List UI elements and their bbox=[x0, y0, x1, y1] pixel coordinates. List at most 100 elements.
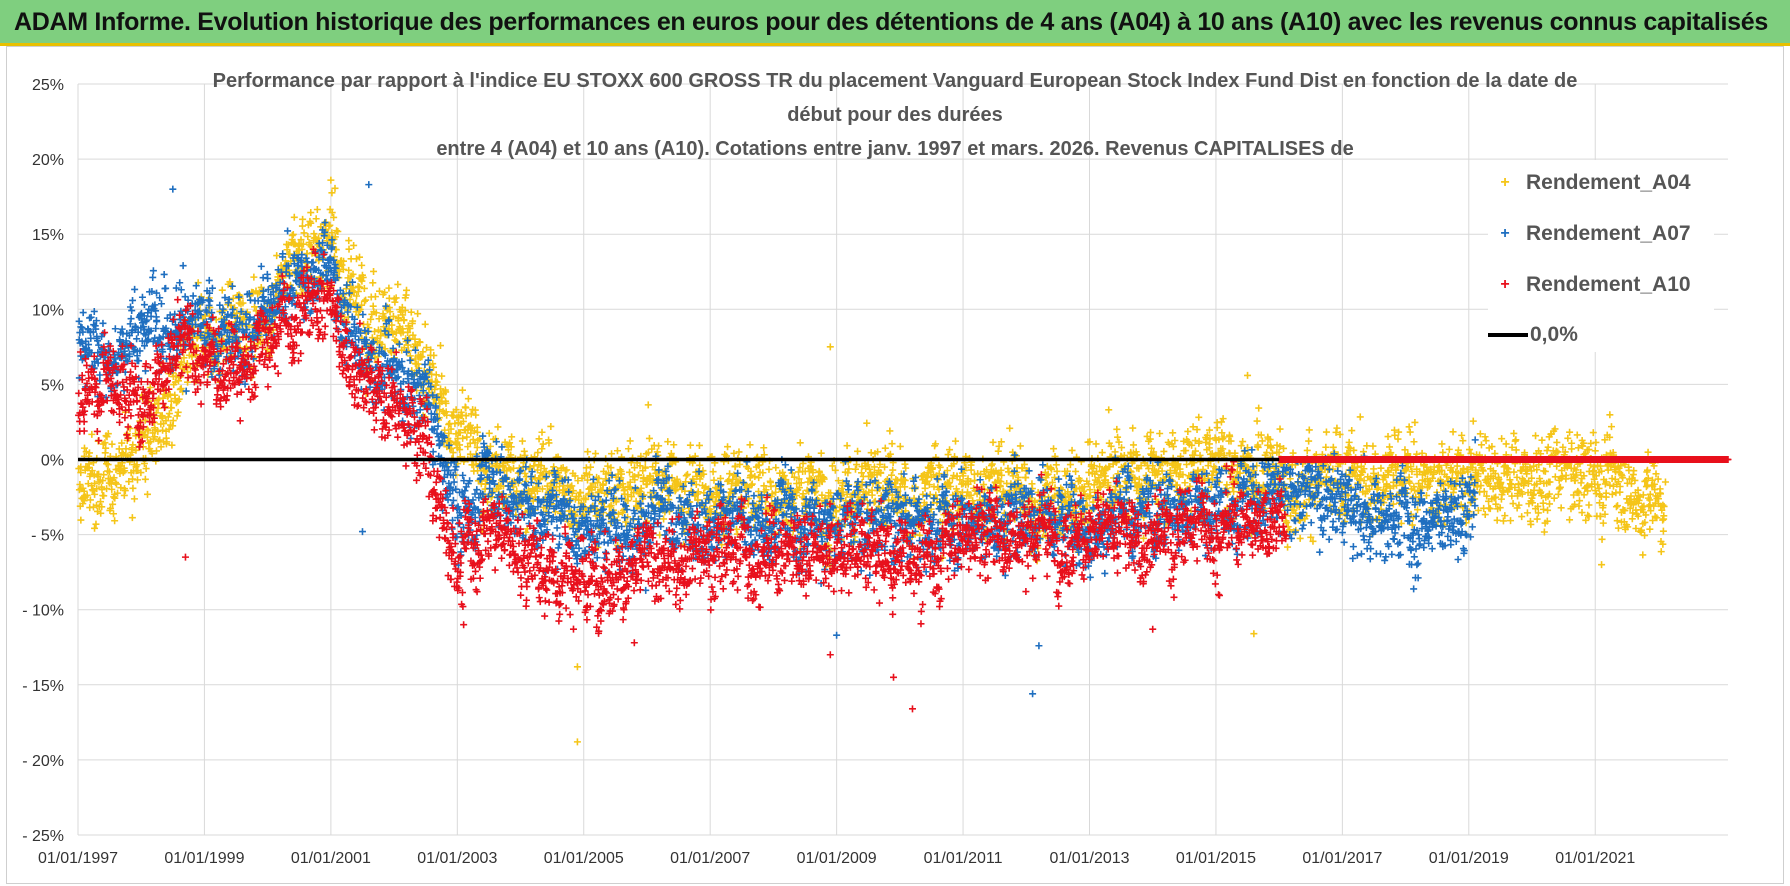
point-rendement_a04 bbox=[108, 485, 116, 493]
point-rendement_a04 bbox=[165, 410, 173, 418]
point-rendement_a04 bbox=[1213, 424, 1221, 432]
point-rendement_a04 bbox=[423, 344, 431, 352]
point-rendement_a04 bbox=[1098, 449, 1106, 457]
point-rendement_a07 bbox=[128, 307, 136, 315]
point-rendement_a04 bbox=[1523, 509, 1531, 517]
point-rendement_a04 bbox=[118, 449, 126, 457]
point-rendement_a07 bbox=[284, 227, 292, 235]
point-rendement_a04 bbox=[1532, 432, 1540, 440]
point-rendement_a04 bbox=[89, 487, 97, 495]
point-rendement_a04 bbox=[1129, 424, 1137, 432]
point-rendement_a04 bbox=[299, 215, 307, 223]
point-rendement_a04 bbox=[1493, 516, 1501, 524]
point-rendement_a04 bbox=[845, 465, 853, 473]
point-rendement_a04 bbox=[545, 436, 553, 444]
point-rendement_a04 bbox=[1614, 524, 1622, 532]
point-rendement_a04 bbox=[218, 286, 226, 294]
point-rendement_a04 bbox=[1630, 467, 1638, 475]
point-rendement_a04 bbox=[100, 471, 108, 479]
point-rendement_a04 bbox=[536, 476, 544, 484]
point-rendement_a04 bbox=[456, 446, 464, 454]
point-rendement_a04 bbox=[592, 450, 600, 458]
point-rendement_a04 bbox=[436, 406, 444, 414]
point-rendement_a04 bbox=[1363, 442, 1371, 450]
point-rendement_a04 bbox=[154, 427, 162, 435]
point-rendement_a04 bbox=[582, 469, 590, 477]
point-rendement_a04 bbox=[751, 473, 759, 481]
point-rendement_a04 bbox=[576, 488, 584, 496]
point-rendement_a04 bbox=[1303, 446, 1311, 454]
point-rendement_a04 bbox=[1345, 438, 1353, 446]
point-rendement_a04 bbox=[1614, 502, 1622, 510]
point-rendement_a04 bbox=[100, 492, 108, 500]
point-rendement_a04 bbox=[111, 517, 119, 525]
point-rendement_a04 bbox=[1486, 505, 1494, 513]
point-rendement_a04 bbox=[1369, 442, 1377, 450]
point-rendement_a04 bbox=[91, 480, 99, 488]
point-rendement_a04 bbox=[686, 441, 694, 449]
point-rendement_a04 bbox=[1386, 443, 1394, 451]
point-rendement_a04 bbox=[288, 231, 296, 239]
point-rendement_a04 bbox=[575, 492, 583, 500]
point-rendement_a04 bbox=[584, 448, 592, 456]
point-rendement_a04 bbox=[499, 463, 507, 471]
point-rendement_a04 bbox=[624, 445, 632, 453]
point-rendement_a04 bbox=[464, 395, 472, 403]
point-rendement_a04 bbox=[325, 222, 333, 230]
point-rendement_a04 bbox=[358, 261, 366, 269]
point-rendement_a04 bbox=[692, 481, 700, 489]
point-rendement_a04 bbox=[1646, 525, 1654, 533]
point-rendement_a07 bbox=[131, 285, 139, 293]
point-rendement_a04 bbox=[964, 488, 972, 496]
point-rendement_a04 bbox=[1016, 442, 1024, 450]
point-rendement_a04 bbox=[164, 413, 172, 421]
point-rendement_a04 bbox=[406, 324, 414, 332]
point-rendement_a04 bbox=[1553, 462, 1561, 470]
point-rendement_a04 bbox=[165, 425, 173, 433]
point-rendement_a04 bbox=[151, 433, 159, 441]
point-rendement_a07 bbox=[171, 310, 179, 318]
point-rendement_a04 bbox=[1239, 438, 1247, 446]
point-rendement_a04 bbox=[104, 461, 112, 469]
point-rendement_a07 bbox=[138, 293, 146, 301]
point-rendement_a04 bbox=[665, 496, 673, 504]
point-rendement_a04 bbox=[988, 460, 996, 468]
point-rendement_a04 bbox=[624, 491, 632, 499]
point-rendement_a04 bbox=[1518, 513, 1526, 521]
point-rendement_a04 bbox=[369, 279, 377, 287]
point-rendement_a04 bbox=[312, 215, 320, 223]
point-rendement_a04 bbox=[607, 464, 615, 472]
point-rendement_a04 bbox=[946, 446, 954, 454]
point-rendement_a04 bbox=[350, 241, 358, 249]
point-rendement_a04 bbox=[615, 510, 623, 518]
point-rendement_a04 bbox=[76, 480, 84, 488]
point-rendement_a04 bbox=[551, 508, 559, 516]
point-rendement_a04 bbox=[168, 441, 176, 449]
point-rendement_a04 bbox=[394, 280, 402, 288]
point-rendement_a04 bbox=[533, 487, 541, 495]
point-rendement_a04 bbox=[1543, 447, 1551, 455]
point-rendement_a04 bbox=[129, 484, 137, 492]
point-rendement_a04 bbox=[156, 436, 164, 444]
point-rendement_a07 bbox=[75, 317, 83, 325]
point-rendement_a04 bbox=[867, 449, 875, 457]
point-rendement_a04 bbox=[148, 450, 156, 458]
point-rendement_a04 bbox=[636, 488, 644, 496]
point-rendement_a04 bbox=[1438, 440, 1446, 448]
point-rendement_a04 bbox=[747, 471, 755, 479]
point-rendement_a04 bbox=[541, 474, 549, 482]
point-rendement_a04 bbox=[626, 468, 634, 476]
point-rendement_a07 bbox=[189, 292, 197, 300]
point-rendement_a04 bbox=[696, 461, 704, 469]
point-rendement_a04 bbox=[765, 465, 773, 473]
point-rendement_a04 bbox=[133, 476, 141, 484]
point-rendement_a04 bbox=[1608, 490, 1616, 498]
point-rendement_a04 bbox=[122, 445, 130, 453]
chart-frame bbox=[6, 46, 1784, 884]
point-rendement_a04 bbox=[1113, 425, 1121, 433]
point-rendement_a04 bbox=[388, 321, 396, 329]
point-rendement_a07 bbox=[129, 296, 137, 304]
point-rendement_a04 bbox=[91, 524, 99, 532]
point-rendement_a04 bbox=[326, 221, 334, 229]
point-rendement_a04 bbox=[644, 449, 652, 457]
